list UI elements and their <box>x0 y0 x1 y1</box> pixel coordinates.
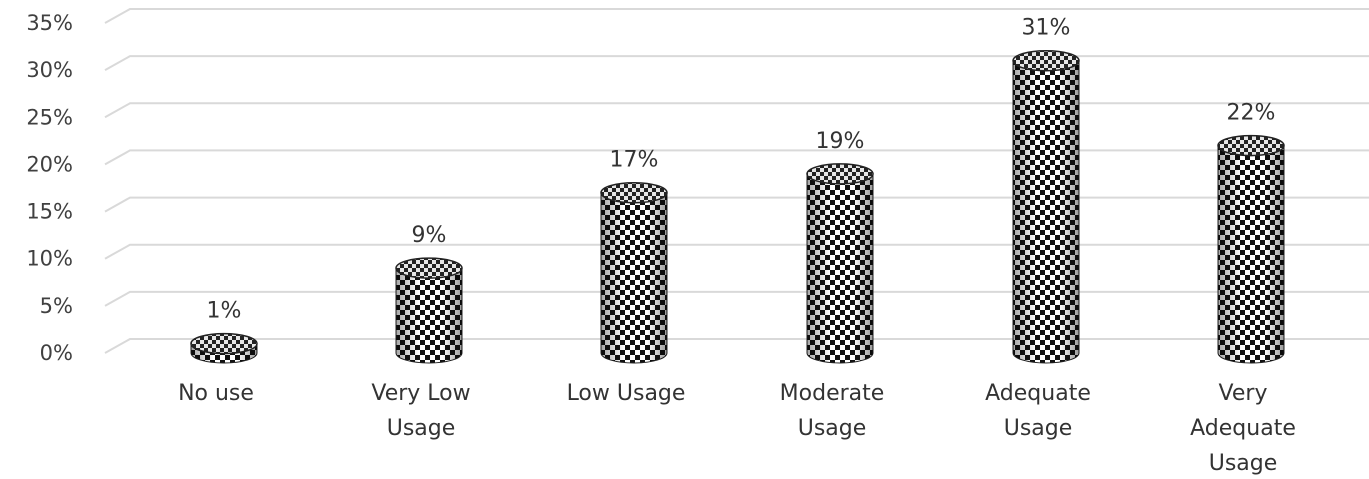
gridline <box>105 198 1369 212</box>
gridline <box>105 245 1369 259</box>
gridline <box>105 103 1369 117</box>
category-label: Very Low Usage <box>371 381 470 441</box>
gridline <box>105 339 1369 353</box>
gridline <box>105 9 1369 23</box>
y-tick-label: 5% <box>40 294 73 318</box>
data-label: 22% <box>1227 101 1276 126</box>
y-tick-label: 20% <box>26 152 73 176</box>
data-label: 31% <box>1022 16 1071 41</box>
y-tick-label: 10% <box>26 247 73 271</box>
y-tick-label: 25% <box>26 105 73 129</box>
category-label: Moderate Usage <box>780 381 885 441</box>
category-label: Adequate Usage <box>985 381 1091 441</box>
data-label: 19% <box>816 129 865 154</box>
gridline <box>105 150 1369 164</box>
bar <box>807 164 873 363</box>
y-tick-label: 0% <box>40 341 73 365</box>
data-label: 1% <box>207 299 242 324</box>
category-label: Low Usage <box>567 381 686 406</box>
category-label: Very Adequate Usage <box>1190 381 1296 476</box>
bars <box>191 51 1284 363</box>
bar <box>396 258 462 363</box>
y-axis-ticks: 0% 5% 10% 15% 20% 25% 30% 35% <box>26 11 73 365</box>
bar <box>1013 51 1079 363</box>
bar <box>1218 136 1284 363</box>
data-label: 17% <box>610 148 659 173</box>
gridline <box>105 292 1369 306</box>
y-tick-label: 30% <box>26 58 73 82</box>
y-tick-label: 35% <box>26 11 73 35</box>
bar <box>601 183 667 363</box>
x-axis-categories: No use Very Low Usage Low Usage Moderate Usag… <box>178 381 1296 476</box>
data-label: 9% <box>412 223 447 248</box>
bar <box>191 334 257 363</box>
y-tick-label: 15% <box>26 200 73 224</box>
gridlines <box>105 9 1369 353</box>
gridline <box>105 56 1369 70</box>
category-label: No use <box>178 381 254 406</box>
data-labels: 1% 9% 17% 19% 31% 22% <box>207 16 1276 324</box>
